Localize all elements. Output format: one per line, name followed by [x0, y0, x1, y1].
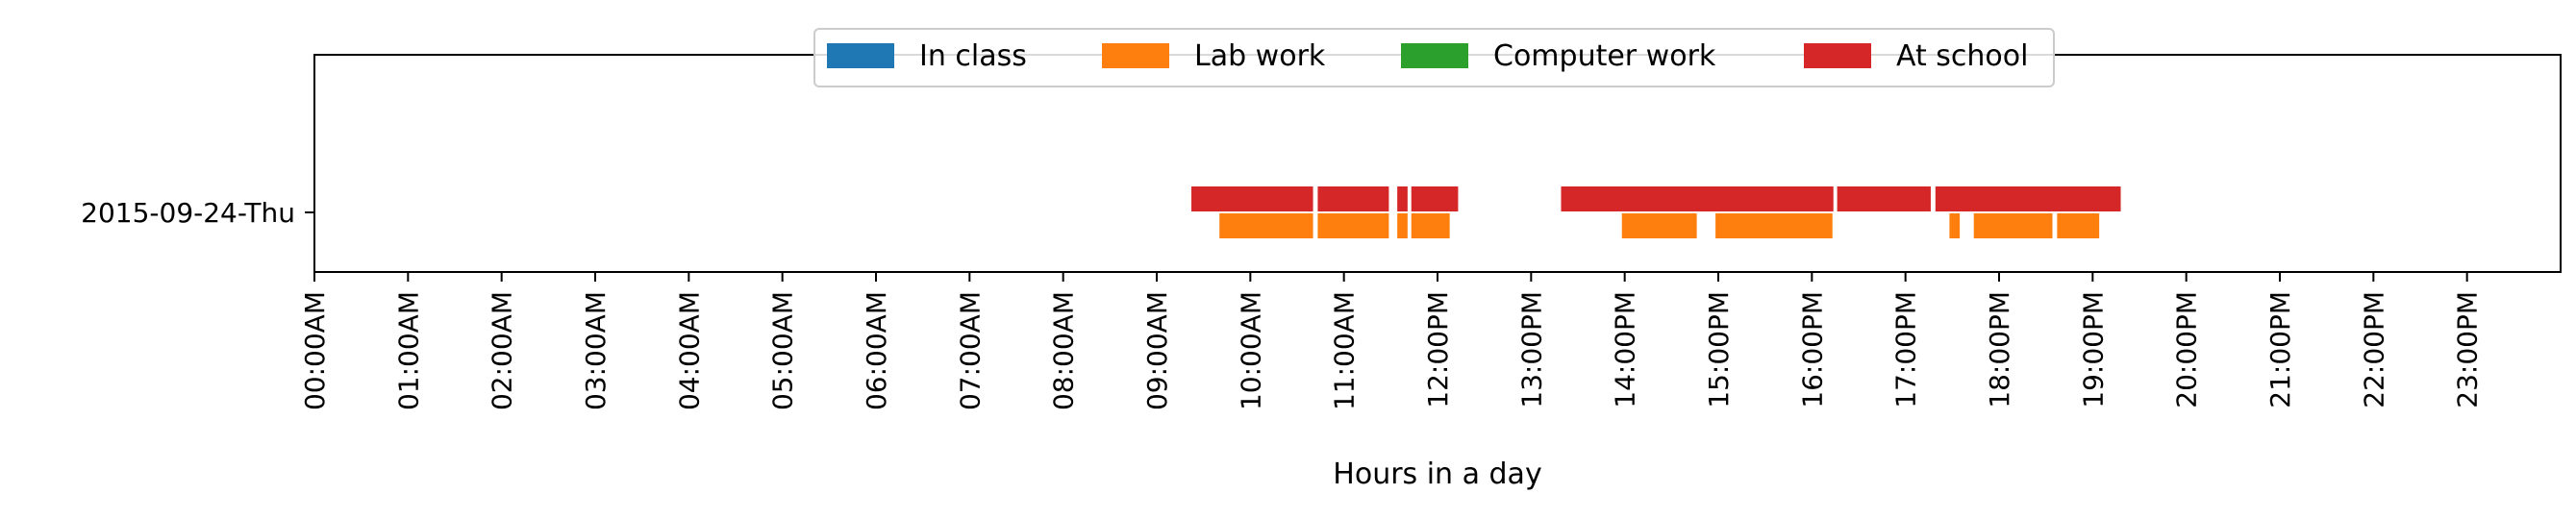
x-tick-label: 11:00AM [1329, 291, 1361, 410]
x-tick-label: 16:00PM [1796, 291, 1828, 408]
x-tick-label: 00:00AM [299, 291, 331, 410]
x-tick-label: 22:00PM [2358, 291, 2389, 408]
legend-label: In class [919, 39, 1027, 73]
bar-at-school-2 [1397, 186, 1408, 211]
x-tick-label: 06:00AM [861, 291, 892, 410]
x-tick-label: 08:00AM [1048, 291, 1080, 410]
x-tick-label: 14:00PM [1610, 291, 1641, 408]
bar-lab-work-8 [2057, 213, 2100, 238]
x-tick-label: 12:00PM [1422, 291, 1454, 408]
x-axis: 00:00AM 01:00AM 02:00AM 03:00AM 04:00AM 05:00… [299, 272, 2484, 410]
x-tick-label: 10:00AM [1235, 291, 1266, 410]
bar-at-school-3 [1411, 186, 1459, 211]
bar-at-school-0 [1191, 186, 1313, 211]
x-tick-label: 17:00PM [1890, 291, 1922, 408]
legend-swatch [1102, 43, 1169, 68]
bar-at-school-1 [1317, 186, 1389, 211]
legend-swatch [1804, 43, 1871, 68]
bar-lab-work-1 [1317, 213, 1389, 238]
legend-label: Computer work [1493, 39, 1716, 73]
x-tick-label: 07:00AM [954, 291, 986, 410]
bar-at-school-4 [1561, 186, 1834, 211]
x-tick-label: 21:00PM [2264, 291, 2296, 408]
y-axis: 2015-09-24-Thu [81, 197, 314, 229]
x-tick-label: 05:00AM [767, 291, 799, 410]
legend-swatch [1401, 43, 1468, 68]
interval-bars [1191, 186, 2121, 238]
bar-lab-work-6 [1949, 213, 1961, 238]
y-tick-label: 2015-09-24-Thu [81, 197, 295, 229]
x-tick-label: 04:00AM [673, 291, 705, 410]
bar-lab-work-7 [1973, 213, 2053, 238]
legend-label: Lab work [1194, 39, 1326, 73]
x-axis-title: Hours in a day [1333, 457, 1541, 491]
bar-lab-work-4 [1621, 213, 1697, 238]
bar-at-school-6 [1935, 186, 2121, 211]
bar-lab-work-3 [1411, 213, 1450, 238]
bar-at-school-5 [1837, 186, 1931, 211]
bar-lab-work-5 [1715, 213, 1833, 238]
bar-lab-work-2 [1397, 213, 1408, 238]
x-tick-label: 02:00AM [487, 291, 518, 410]
legend: In class Lab work Computer work At school [813, 28, 2055, 87]
bar-lab-work-0 [1219, 213, 1313, 238]
x-tick-label: 13:00PM [1515, 291, 1547, 408]
x-tick-label: 09:00AM [1141, 291, 1173, 410]
x-tick-label: 18:00PM [1984, 291, 2015, 408]
x-tick-label: 03:00AM [580, 291, 612, 410]
x-tick-label: 15:00PM [1703, 291, 1735, 408]
legend-swatch [827, 43, 894, 68]
x-tick-label: 20:00PM [2171, 291, 2203, 408]
legend-label: At school [1896, 39, 2028, 73]
x-tick-label: 01:00AM [392, 291, 424, 410]
x-tick-label: 23:00PM [2452, 291, 2484, 408]
x-tick-label: 19:00PM [2077, 291, 2109, 408]
